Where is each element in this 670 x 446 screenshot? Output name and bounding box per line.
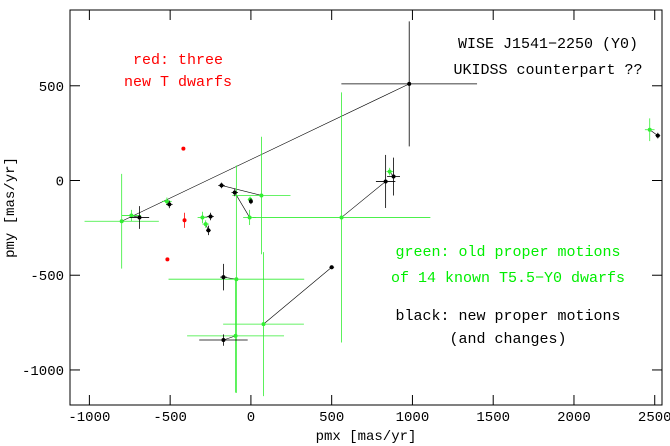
x-tick-label: 0 <box>247 410 255 426</box>
point <box>232 190 237 195</box>
point <box>219 183 224 188</box>
point <box>200 215 205 220</box>
x-tick-label: 1000 <box>396 410 430 426</box>
point <box>387 169 392 174</box>
annotation: UKIDSS counterpart ?? <box>453 62 642 79</box>
motion-link <box>121 83 410 222</box>
point <box>383 179 388 184</box>
point <box>655 133 660 138</box>
point <box>234 277 239 282</box>
point <box>129 213 134 218</box>
x-tick-label: -500 <box>153 410 187 426</box>
point <box>164 199 169 204</box>
point <box>182 218 187 223</box>
annotation: WISE J1541−2250 (Y0) <box>458 36 638 53</box>
annotation: black: new proper motions <box>395 308 620 325</box>
annotation: green: old proper motions <box>395 244 620 261</box>
x-tick-label: -1000 <box>68 410 110 426</box>
point <box>137 215 142 220</box>
point <box>259 193 264 198</box>
annotation: of 14 known T5.5−Y0 dwarfs <box>391 270 625 287</box>
point <box>233 333 238 338</box>
y-tick-label: 0 <box>56 175 64 191</box>
motion-link <box>223 335 236 341</box>
x-axis-label: pmx [mas/yr] <box>316 429 417 445</box>
annotation: new T dwarfs <box>124 74 232 91</box>
x-tick-label: 500 <box>319 410 344 426</box>
point <box>165 257 170 262</box>
annotation: (and changes) <box>449 331 566 348</box>
point <box>208 214 213 219</box>
y-tick-label: -1000 <box>22 364 64 380</box>
point <box>203 222 208 227</box>
point <box>181 146 186 151</box>
y-tick-label: -500 <box>30 269 64 285</box>
motion-link <box>341 181 386 218</box>
point <box>391 174 396 179</box>
point <box>206 228 211 233</box>
point <box>247 215 252 220</box>
y-tick-label: 500 <box>39 80 64 96</box>
x-tick-label: 2500 <box>638 410 670 426</box>
plot-frame <box>69 9 663 406</box>
point <box>221 275 226 280</box>
x-tick-label: 1500 <box>476 410 510 426</box>
point <box>221 338 226 343</box>
point <box>647 127 652 132</box>
motion-link <box>263 267 332 325</box>
point <box>339 215 344 220</box>
y-axis-label: pmy [mas/yr] <box>3 157 19 258</box>
annotation: red: three <box>133 52 223 69</box>
x-tick-label: 2000 <box>557 410 591 426</box>
point <box>248 199 253 204</box>
point <box>407 81 412 86</box>
point <box>167 202 172 207</box>
point <box>329 265 334 270</box>
motion-link <box>234 192 250 218</box>
motion-link <box>221 185 262 196</box>
point <box>119 219 124 224</box>
point <box>261 322 266 327</box>
